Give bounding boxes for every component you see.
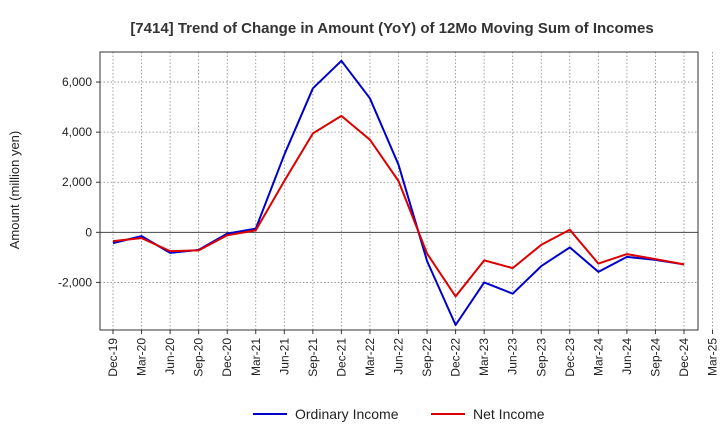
x-tick-label: Dec-24 xyxy=(677,338,691,377)
x-tick-label: Jun-21 xyxy=(277,338,291,375)
plot-area-frame xyxy=(99,51,699,331)
x-tick-label: Dec-22 xyxy=(449,338,463,377)
y-axis-ticks: -2,000 0 2,000 4,000 6,000 xyxy=(58,75,100,289)
legend-label: Net Income xyxy=(473,406,545,422)
chart-title: [7414] Trend of Change in Amount (YoY) o… xyxy=(130,20,653,37)
x-tick-label: Sep-23 xyxy=(534,338,548,377)
x-tick-label: Jun-20 xyxy=(163,338,177,375)
y-tick-label: 4,000 xyxy=(62,125,92,139)
x-tick-label: Mar-24 xyxy=(591,338,605,376)
x-tick-label: Mar-20 xyxy=(135,338,149,376)
x-tick-label: Dec-20 xyxy=(220,338,234,377)
y-axis-label: Amount (million yen) xyxy=(7,131,22,250)
y-tick-label: 0 xyxy=(85,225,92,239)
x-tick-label: Sep-22 xyxy=(420,338,434,377)
x-tick-label: Sep-24 xyxy=(648,338,662,377)
series-lines xyxy=(112,59,685,326)
x-tick-label: Sep-21 xyxy=(306,338,320,377)
x-tick-label: Dec-21 xyxy=(334,338,348,377)
legend-label: Ordinary Income xyxy=(295,406,399,422)
x-tick-label: Sep-20 xyxy=(192,338,206,377)
x-tick-label: Mar-21 xyxy=(249,338,263,376)
x-tick-label: Mar-22 xyxy=(363,338,377,376)
series-line-net-income xyxy=(112,114,685,298)
x-tick-label: Mar-23 xyxy=(477,338,491,376)
x-tick-label: Jun-24 xyxy=(620,338,634,375)
x-tick-label: Dec-23 xyxy=(563,338,577,377)
x-tick-label: Mar-25 xyxy=(706,338,720,376)
legend: Ordinary Income Net Income xyxy=(253,406,545,422)
x-tick-label: Dec-19 xyxy=(106,338,120,377)
y-tick-label: -2,000 xyxy=(58,275,92,289)
x-axis-ticks: Dec-19 Mar-20 Jun-20 Sep-20 Dec-20 Mar-21 Jun-… xyxy=(106,330,720,377)
x-tick-label: Jun-23 xyxy=(506,338,520,375)
x-tick-label: Jun-22 xyxy=(392,338,406,375)
y-tick-label: 2,000 xyxy=(62,175,92,189)
y-tick-label: 6,000 xyxy=(62,75,92,89)
